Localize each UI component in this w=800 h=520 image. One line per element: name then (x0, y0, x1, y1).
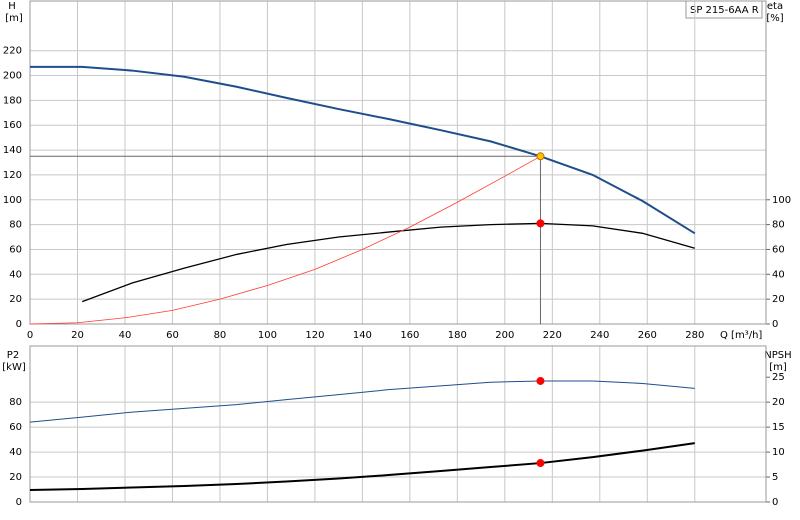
operating-point (536, 376, 545, 385)
y2-tick-label: 5 (772, 472, 778, 483)
y2-unit: [m] (769, 362, 787, 373)
y-tick-label: 40 (9, 447, 22, 458)
x-tick-label: 60 (166, 330, 179, 341)
operating-point (536, 459, 545, 468)
y2-label: NPSH (764, 350, 791, 361)
y2-tick-label: 20 (772, 397, 785, 408)
y-unit: [m] (5, 13, 23, 24)
x-tick-label: 180 (448, 330, 467, 341)
y-label: P2 (7, 350, 19, 361)
curve (30, 65, 696, 235)
y2-label: eta (767, 1, 783, 12)
y-tick-label: 140 (3, 145, 22, 156)
y-tick-label: 200 (3, 71, 22, 82)
x-tick-label: 120 (305, 330, 324, 341)
y-tick-label: 220 (3, 46, 22, 57)
x-tick-label: 260 (638, 330, 657, 341)
y2-tick-label: 100 (772, 195, 791, 206)
y2-unit: [%] (766, 13, 783, 24)
y-label: H (8, 1, 16, 12)
y2-tick-label: 40 (772, 269, 785, 280)
y2-tick-label: 80 (772, 220, 785, 231)
x-tick-label: 200 (495, 330, 514, 341)
y-tick-label: 120 (3, 170, 22, 181)
y-tick-label: 160 (3, 120, 22, 131)
y-tick-label: 20 (9, 472, 22, 483)
curve (29, 155, 541, 325)
x-tick-label: 0 (27, 330, 33, 341)
x-tick-label: 20 (71, 330, 84, 341)
y-tick-label: 20 (9, 294, 22, 305)
y2-tick-label: 0 (772, 319, 778, 330)
x-label: Q [m³/h] (720, 330, 762, 341)
y2-tick-label: 15 (772, 422, 785, 433)
y-tick-label: 80 (9, 397, 22, 408)
operating-point (536, 219, 545, 228)
y2-tick-label: 10 (772, 447, 785, 458)
chart-title: SP 215-6AA R (690, 5, 759, 16)
x-tick-label: 40 (119, 330, 132, 341)
y-tick-label: 180 (3, 95, 22, 106)
y-tick-label: 0 (16, 497, 22, 508)
y2-tick-label: 0 (772, 497, 778, 508)
y-tick-label: 60 (9, 422, 22, 433)
y-tick-label: 100 (3, 195, 22, 206)
y2-tick-label: 20 (772, 294, 785, 305)
curve (82, 222, 695, 303)
x-tick-label: 80 (214, 330, 227, 341)
y-tick-label: 80 (9, 220, 22, 231)
x-tick-label: 240 (590, 330, 609, 341)
y2-tick-label: 60 (772, 244, 785, 255)
x-tick-label: 140 (353, 330, 372, 341)
y-unit: [kW] (2, 362, 26, 373)
curve (29, 442, 695, 492)
curve (29, 380, 695, 423)
plot-frame (29, 345, 767, 503)
y2-tick-label: 25 (772, 372, 785, 383)
x-tick-label: 100 (258, 330, 277, 341)
x-tick-label: 220 (543, 330, 562, 341)
y-tick-label: 60 (9, 244, 22, 255)
x-tick-label: 280 (685, 330, 704, 341)
operating-point (536, 152, 545, 161)
y-tick-label: 0 (16, 319, 22, 330)
plot-frame (29, 0, 767, 325)
y-tick-label: 40 (9, 269, 22, 280)
x-tick-label: 160 (400, 330, 419, 341)
